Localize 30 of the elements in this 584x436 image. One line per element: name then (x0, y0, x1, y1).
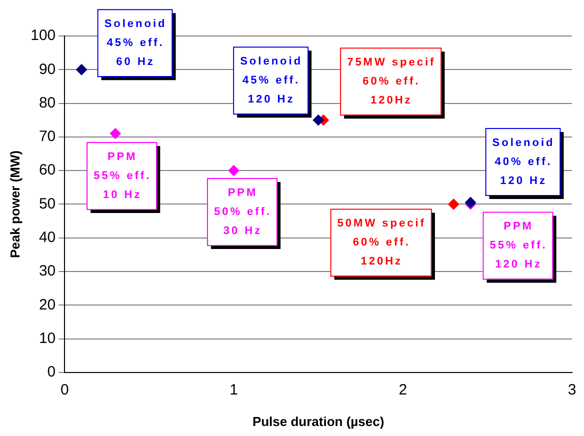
x-tick-label: 1 (230, 382, 238, 399)
y-axis-title: Peak power (MW) (7, 150, 22, 258)
y-tick-label: 50 (38, 195, 56, 212)
y-tick-label: 60 (38, 162, 56, 179)
y-tick-label: 80 (38, 94, 56, 112)
y-tick-label: 0 (47, 364, 56, 381)
annotation: Solenoid 45% eff. 120 Hz (240, 56, 303, 106)
x-tick-label: 3 (568, 382, 576, 399)
y-tick-label: 10 (38, 330, 56, 347)
annotation: 75MW specif 60% eff. 120Hz (347, 56, 436, 107)
point (228, 165, 240, 176)
annotation: PPM 50% eff. 30 Hz (214, 187, 272, 238)
annotation: PPM 55% eff. 120 Hz (490, 220, 548, 271)
annotation: Solenoid 40% eff. 120 Hz (492, 137, 555, 188)
y-tick-label: 90 (38, 60, 56, 78)
y-tick-label: 100 (30, 27, 56, 44)
y-tick-label: 70 (38, 128, 56, 146)
point (110, 128, 121, 140)
y-tick-label: 30 (38, 262, 56, 280)
point (312, 114, 324, 126)
x-tick-label: 0 (60, 382, 69, 399)
point (448, 198, 460, 210)
annotation: Solenoid 45% eff. 60 Hz (104, 18, 167, 68)
annotation: 50MW specif 60% eff. 120Hz (337, 218, 426, 268)
y-tick-label: 20 (38, 296, 56, 314)
point (76, 64, 88, 76)
x-tick-label: 2 (398, 382, 408, 399)
y-tick-label: 40 (38, 228, 56, 246)
annotation: PPM 55% eff. 10 Hz (94, 151, 152, 202)
x-axis-title: Pulse duration (µsec) (252, 414, 384, 429)
